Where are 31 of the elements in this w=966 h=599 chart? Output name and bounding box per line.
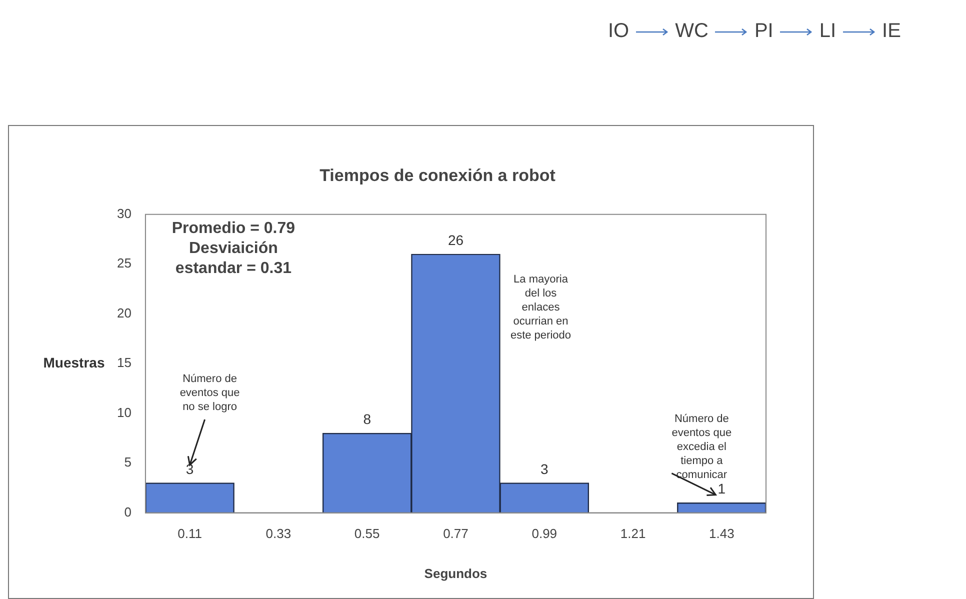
chart-title: Tiempos de conexión a robot <box>320 166 556 185</box>
text: LI <box>819 20 836 43</box>
annotation: Desviaición estandar = 0.31 <box>175 240 292 277</box>
annotation: La mayoria del los enlaces ocurrian en este periodo <box>510 274 572 342</box>
y-tick-label: 15 <box>116 355 132 370</box>
data-label: 8 <box>363 411 372 428</box>
y-axis-title: Muestras <box>43 354 105 370</box>
text: IE <box>882 20 901 43</box>
annotation: Número de eventos que excedia el tiempo a comunicar <box>672 412 732 481</box>
y-tick-label: 30 <box>116 206 132 221</box>
y-tick-label: 25 <box>116 256 132 271</box>
text: IO <box>608 20 630 43</box>
x-tick-label: 1.43 <box>709 526 734 542</box>
x-tick-label: 0.55 <box>354 526 380 542</box>
annotation: Promedio = 0.79 <box>172 220 296 237</box>
annotation: Número de eventos que no se logro <box>180 373 240 414</box>
y-tick-label: 10 <box>116 404 132 420</box>
x-tick-label: 0.11 <box>178 526 202 542</box>
x-tick-label: 1.21 <box>620 526 646 542</box>
x-tick-label: 0.33 <box>266 526 292 542</box>
y-tick-label: 0 <box>124 504 132 520</box>
text: WC <box>675 20 708 43</box>
y-tick-label: 5 <box>124 454 132 470</box>
text: PI <box>754 20 774 43</box>
data-label: 3 <box>540 460 548 477</box>
x-axis-title: Segundos <box>424 566 488 581</box>
data-label: 26 <box>448 232 464 248</box>
y-tick-label: 20 <box>116 305 132 320</box>
data-label: 1 <box>718 480 726 497</box>
x-tick-label: 0.77 <box>443 526 468 542</box>
x-tick-label: 0.99 <box>532 526 558 542</box>
